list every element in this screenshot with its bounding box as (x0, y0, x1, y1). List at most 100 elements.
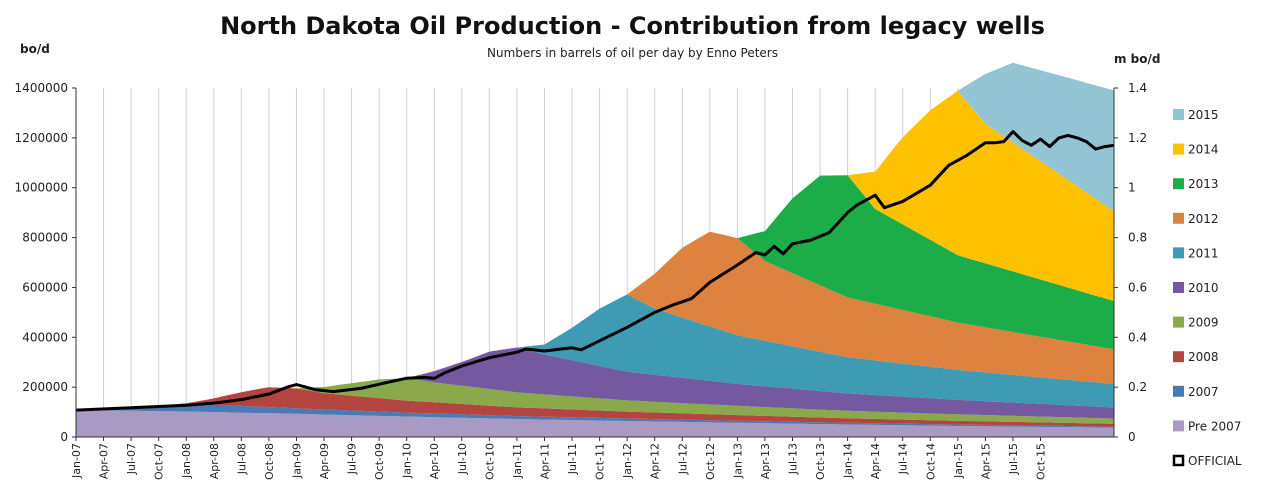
y-tick-label-right: 0.6 (1128, 280, 1147, 294)
legend-swatch (1173, 316, 1184, 328)
legend-swatch (1173, 420, 1184, 432)
legend-label: Pre 2007 (1188, 419, 1241, 433)
y-tick-label: 200000 (22, 380, 68, 394)
x-tick-label: Oct-14 (924, 443, 937, 480)
legend-swatch (1173, 351, 1184, 363)
y-tick-label: 400000 (22, 330, 68, 344)
legend-item-2009: 2009 (1173, 316, 1219, 330)
x-tick-label: Oct-09 (373, 443, 386, 480)
x-tick-label: Jul-07 (125, 443, 138, 475)
legend-label: 2012 (1188, 212, 1219, 226)
chart-subtitle: Numbers in barrels of oil per day by Enn… (487, 46, 778, 60)
legend-label: 2011 (1188, 246, 1219, 260)
legend-item-2007: 2007 (1173, 385, 1219, 399)
y-tick-label: 0 (60, 430, 68, 444)
y-tick-label-right: 0.8 (1128, 231, 1147, 245)
y-tick-label-right: 0.2 (1128, 380, 1147, 394)
x-tick-label: Jul-11 (566, 443, 579, 475)
legend-label: 2008 (1188, 350, 1219, 364)
x-tick-label: Jul-15 (1007, 443, 1020, 475)
area-2015 (76, 62, 1114, 411)
y-axis-label-right: m bo/d (1114, 52, 1161, 66)
y-tick-label-right: 1.4 (1128, 81, 1147, 95)
legend-swatch (1173, 143, 1184, 155)
legend-swatch (1173, 109, 1184, 120)
legend-label: 2009 (1188, 316, 1219, 330)
legend-swatch (1173, 178, 1184, 190)
x-tick-label: Jul-09 (346, 443, 359, 475)
x-tick-label: Apr-08 (208, 443, 221, 479)
x-tick-label: Oct-12 (704, 443, 717, 480)
y-axis-label-left: bo/d (20, 42, 50, 56)
area-2011 (76, 294, 1114, 411)
legend-item-2013: 2013 (1173, 177, 1219, 191)
x-tick-label: Jan-14 (842, 443, 855, 479)
x-tick-label: Apr-15 (979, 443, 992, 479)
y-tick-label-right: 1 (1128, 181, 1136, 195)
area-2013 (76, 175, 1114, 411)
x-tick-label: Oct-11 (594, 443, 607, 480)
area-pre-2007 (76, 410, 1114, 437)
y-ticks-left: 0 200000 400000 600000 800000 1000000 1200000 1… (15, 81, 68, 444)
area-2008 (76, 387, 1114, 427)
x-tick-label: Apr-13 (759, 443, 772, 479)
chart-title: North Dakota Oil Production - Contributi… (220, 12, 1045, 40)
y-tick-label: 600000 (22, 280, 68, 294)
legend-item-official: OFFICIAL (1172, 454, 1242, 468)
x-tick-label: Oct-07 (153, 443, 166, 480)
y-tick-label-right: 0.4 (1128, 330, 1147, 344)
legend-label: 2007 (1188, 385, 1219, 399)
x-tick-label: Jan-12 (621, 443, 634, 479)
legend-item-pre-2007: Pre 2007 (1173, 419, 1241, 433)
legend-label: 2010 (1188, 281, 1219, 295)
x-tick-label: Apr-09 (318, 443, 331, 479)
y-tick-label: 1200000 (15, 131, 68, 145)
legend-label: 2013 (1188, 177, 1219, 191)
axes (72, 87, 1118, 441)
legend-label: OFFICIAL (1188, 454, 1242, 468)
x-tick-label: Jul-12 (676, 443, 689, 475)
y-ticks-right: 0 0.2 0.4 0.6 0.8 1 1.2 1.4 (1128, 81, 1147, 444)
x-tick-label: Apr-12 (649, 443, 662, 479)
x-tick-label: Oct-15 (1035, 443, 1048, 480)
x-tick-label: Apr-11 (538, 443, 551, 479)
legend-item-2015: 2015 (1173, 108, 1219, 122)
legend-item-2011: 2011 (1173, 246, 1219, 260)
stacked-areas (76, 62, 1114, 437)
y-tick-label-right: 1.2 (1128, 131, 1147, 145)
legend-item-2014: 2014 (1173, 143, 1219, 157)
legend-swatch (1173, 385, 1184, 397)
official-series-line (75, 130, 1115, 412)
x-tick-label: Apr-07 (98, 443, 111, 479)
x-tick-label: Jul-08 (235, 443, 248, 475)
x-tick-label: Jan-11 (511, 443, 524, 479)
legend-swatch (1173, 282, 1184, 293)
y-tick-label: 800000 (22, 231, 68, 245)
legend-swatch (1173, 212, 1184, 224)
x-tick-label: Jan-07 (70, 443, 83, 479)
area-2012 (76, 231, 1114, 411)
x-tick-label: Jan-08 (180, 443, 193, 479)
x-tick-label: Jan-09 (290, 443, 303, 479)
area-2009 (76, 378, 1114, 424)
x-tick-label: Oct-13 (814, 443, 827, 480)
legend-item-2012: 2012 (1173, 212, 1219, 226)
x-tick-label: Jan-13 (731, 443, 744, 479)
y-tick-label: 1400000 (15, 81, 68, 95)
x-tick-label: Apr-14 (869, 443, 882, 479)
x-tick-label: Oct-10 (483, 443, 496, 480)
area-2010 (76, 347, 1114, 419)
y-tick-label: 1000000 (15, 181, 68, 195)
legend-label: 2015 (1188, 108, 1219, 122)
y-tick-label-right: 0 (1128, 430, 1136, 444)
x-ticks: Jan-07 Apr-07 Jul-07 Oct-07 Jan-08 Apr-08 Jul-… (70, 443, 1048, 480)
legend-label: 2014 (1188, 143, 1219, 157)
x-tick-label: Jul-13 (786, 443, 799, 475)
legend-item-2008: 2008 (1173, 350, 1219, 364)
legend-swatch (1172, 454, 1185, 467)
x-tick-label: Jan-15 (952, 443, 965, 479)
x-tick-label: Jul-14 (897, 443, 910, 475)
x-tick-label: Oct-08 (263, 443, 276, 480)
legend-item-2010: 2010 (1173, 281, 1219, 295)
